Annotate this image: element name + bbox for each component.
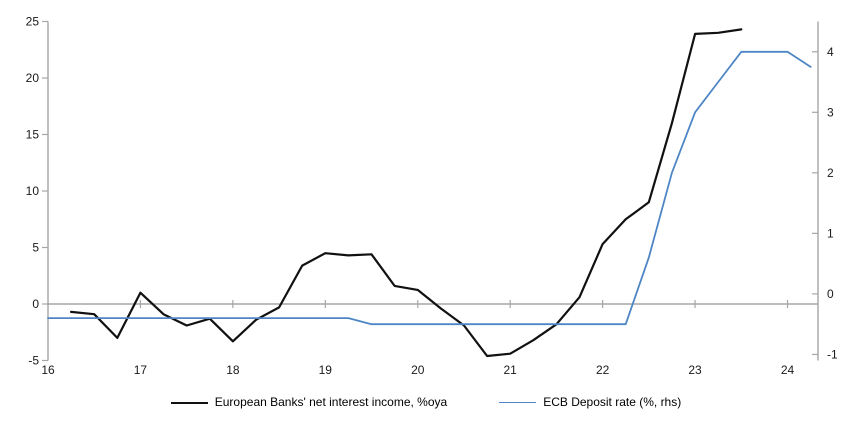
x-axis-tick-label: 21 [504,363,518,377]
left-axis-tick-label: 15 [26,128,40,142]
x-axis-tick-label: 23 [688,363,702,377]
legend-line-sample-black [170,401,208,404]
legend-item-net-interest-income: European Banks' net interest income, %oy… [170,395,448,409]
right-axis-tick-label: 1 [827,226,834,240]
right-axis-tick-label: 4 [827,45,834,59]
right-axis-tick-label: -1 [827,347,838,361]
left-axis-tick-label: 10 [26,184,40,198]
left-axis-tick-label: 5 [32,241,39,255]
right-axis-tick-label: 2 [827,166,834,180]
x-axis-tick-label: 19 [319,363,333,377]
x-axis-tick-label: 16 [41,363,55,377]
legend-item-ecb-deposit-rate: ECB Deposit rate (%, rhs) [499,395,682,409]
left-axis-tick-label: 20 [26,71,40,85]
right-axis-tick-label: 3 [827,105,834,119]
left-axis-tick-label: 25 [26,15,40,29]
legend-line-sample-blue [499,402,537,404]
x-axis-tick-label: 24 [781,363,795,377]
x-axis-tick-label: 17 [134,363,148,377]
legend-label-net-interest-income: European Banks' net interest income, %oy… [214,395,448,409]
right-axis-tick-label: 0 [827,287,834,301]
legend-label-ecb-deposit-rate: ECB Deposit rate (%, rhs) [543,395,682,409]
x-axis-tick-label: 22 [596,363,610,377]
chart-legend: European Banks' net interest income, %oy… [0,395,852,409]
series-line-0 [69,28,743,358]
x-axis-tick-label: 20 [411,363,425,377]
left-axis-tick-label: -5 [28,354,39,368]
x-axis-tick-label: 18 [226,363,240,377]
left-axis-tick-label: 0 [32,297,39,311]
series-line-1 [47,50,812,326]
